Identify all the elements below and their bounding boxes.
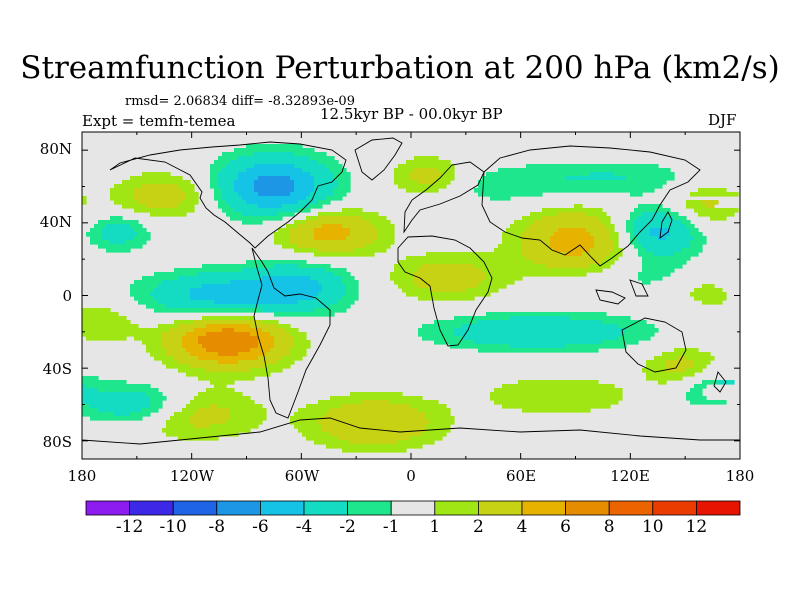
colorbar-box [608, 500, 654, 516]
colorbar-box [172, 500, 218, 516]
lon-label-0: 0 [406, 467, 416, 485]
colorbar-label: -8 [208, 517, 226, 537]
lon-label-180w: 180 [67, 467, 97, 485]
colorbar-box [303, 500, 348, 516]
colorbar-label: -4 [295, 517, 313, 537]
lat-label-equator: 0 [62, 287, 72, 305]
colorbar-label: 2 [472, 517, 484, 537]
colorbar-label: 10 [641, 517, 664, 537]
colorbar-box [565, 500, 610, 516]
colorbar-label: -12 [115, 517, 144, 537]
lon-label-60e: 60E [505, 467, 537, 485]
colorbar-box [347, 500, 392, 516]
colorbar-label: -6 [252, 517, 269, 537]
lat-label-80n: 80N [39, 140, 72, 158]
colorbar-box [652, 500, 697, 516]
colorbar-box [259, 500, 305, 516]
colorbar-label: -10 [159, 517, 187, 537]
experiment-label: Expt = temfn-temea [82, 112, 236, 130]
colorbar-box [216, 500, 261, 516]
lon-label-120e: 120E [610, 467, 650, 485]
lat-label-40s: 40S [42, 360, 72, 378]
colorbar-box [696, 500, 741, 516]
colorbar-label: -1 [382, 517, 400, 537]
season-label: DJF [708, 111, 737, 129]
colorbar-label: 6 [560, 517, 572, 537]
colorbar [85, 500, 741, 516]
axis-ticks [81, 132, 741, 459]
lon-label-120w: 120W [169, 467, 215, 485]
chart-title: Streamfunction Perturbation at 200 hPa (… [20, 50, 780, 86]
colorbar-box [85, 500, 130, 516]
colorbar-label: 8 [603, 517, 615, 537]
colorbar-box [521, 500, 566, 516]
colorbar-box [129, 500, 174, 516]
lon-label-180e: 180 [725, 467, 755, 485]
period-label: 12.5kyr BP - 00.0kyr BP [320, 105, 503, 123]
coastlines [82, 137, 740, 445]
colorbar-label: 4 [516, 517, 528, 537]
contour-field [82, 144, 739, 453]
rmsd-diff-stats: rmsd= 2.06834 diff= -8.32893e-09 [125, 94, 355, 109]
colorbar-label: -2 [339, 517, 356, 537]
lat-label-80s: 80S [42, 433, 72, 451]
colorbar-label: 1 [429, 517, 441, 537]
colorbar-label: 12 [685, 517, 708, 537]
colorbar-box [434, 500, 479, 516]
colorbar-box [477, 500, 523, 516]
lon-label-60w: 60W [284, 467, 320, 485]
lat-label-40n: 40N [39, 213, 72, 231]
colorbar-box [390, 500, 436, 516]
